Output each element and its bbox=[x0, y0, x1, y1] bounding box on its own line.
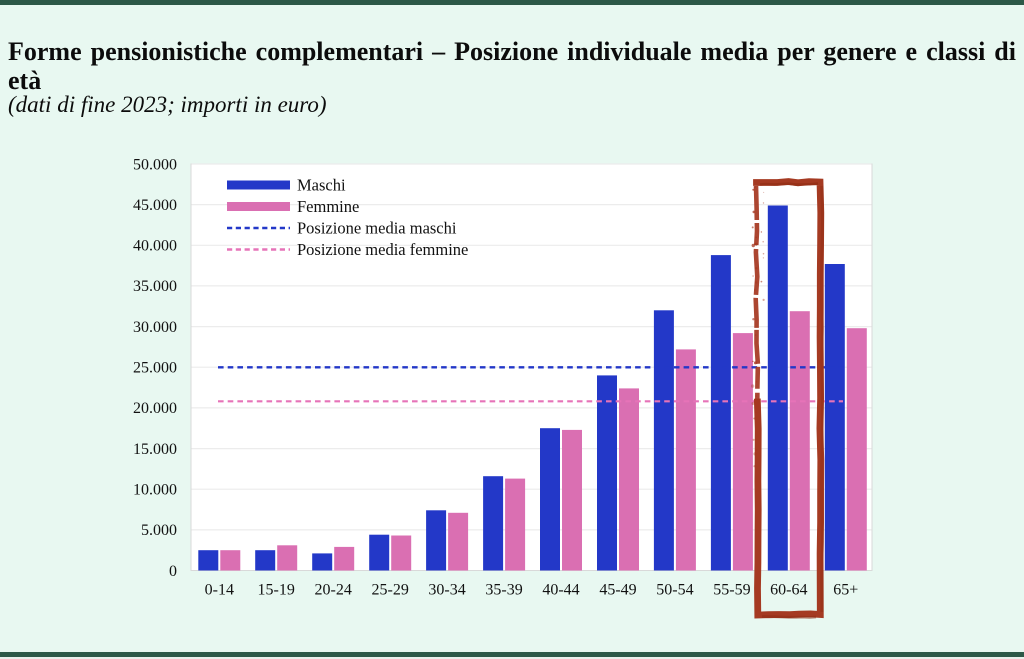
svg-text:50-54: 50-54 bbox=[656, 582, 693, 599]
svg-text:5.000: 5.000 bbox=[141, 522, 177, 539]
svg-text:Posizione media femmine: Posizione media femmine bbox=[297, 240, 468, 259]
svg-text:45.000: 45.000 bbox=[133, 197, 177, 214]
svg-text:0-14: 0-14 bbox=[205, 582, 234, 599]
svg-text:10.000: 10.000 bbox=[133, 482, 177, 499]
svg-text:35-39: 35-39 bbox=[485, 582, 522, 599]
svg-text:Maschi: Maschi bbox=[297, 176, 346, 195]
svg-text:Femmine: Femmine bbox=[297, 197, 359, 216]
svg-text:35.000: 35.000 bbox=[133, 278, 177, 295]
svg-text:60-64: 60-64 bbox=[770, 582, 807, 599]
svg-text:50.000: 50.000 bbox=[133, 156, 177, 173]
svg-text:25.000: 25.000 bbox=[133, 360, 177, 377]
svg-text:20.000: 20.000 bbox=[133, 400, 177, 417]
svg-text:25-29: 25-29 bbox=[372, 582, 409, 599]
svg-text:20-24: 20-24 bbox=[315, 582, 352, 599]
svg-text:45-49: 45-49 bbox=[599, 582, 636, 599]
svg-text:30-34: 30-34 bbox=[428, 582, 465, 599]
svg-text:40-44: 40-44 bbox=[542, 582, 579, 599]
svg-text:65+: 65+ bbox=[833, 582, 858, 599]
svg-text:15.000: 15.000 bbox=[133, 441, 177, 458]
svg-text:30.000: 30.000 bbox=[133, 319, 177, 336]
svg-text:Posizione media maschi: Posizione media maschi bbox=[297, 219, 457, 238]
svg-text:55-59: 55-59 bbox=[713, 582, 750, 599]
svg-text:15-19: 15-19 bbox=[258, 582, 295, 599]
svg-text:40.000: 40.000 bbox=[133, 238, 177, 255]
svg-text:0: 0 bbox=[169, 563, 177, 580]
